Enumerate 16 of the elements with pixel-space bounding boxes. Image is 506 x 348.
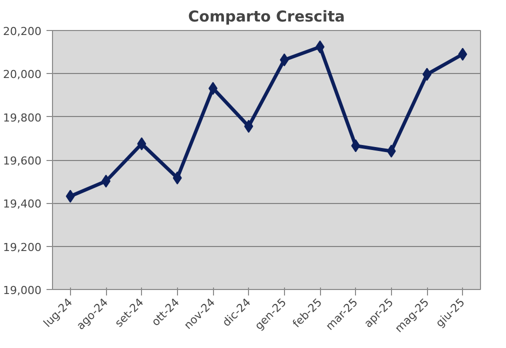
y-tick-label: 19,200 [3, 240, 42, 254]
point [137, 137, 146, 150]
y-tick-label: 20,000 [3, 68, 42, 82]
point [244, 120, 254, 133]
chart-title: Comparto Crescita [188, 8, 345, 26]
point [66, 190, 75, 203]
y-tick-label: 19,600 [3, 154, 42, 168]
y-tick-label: 19,400 [3, 198, 42, 211]
point [351, 139, 360, 152]
point [386, 144, 396, 158]
y-tick-label: 20,200 [3, 25, 42, 38]
y-tick-label: 19,000 [3, 284, 42, 297]
point [280, 53, 289, 66]
point [172, 171, 182, 184]
point [458, 48, 468, 61]
y-tick-label: 19,800 [3, 111, 42, 124]
